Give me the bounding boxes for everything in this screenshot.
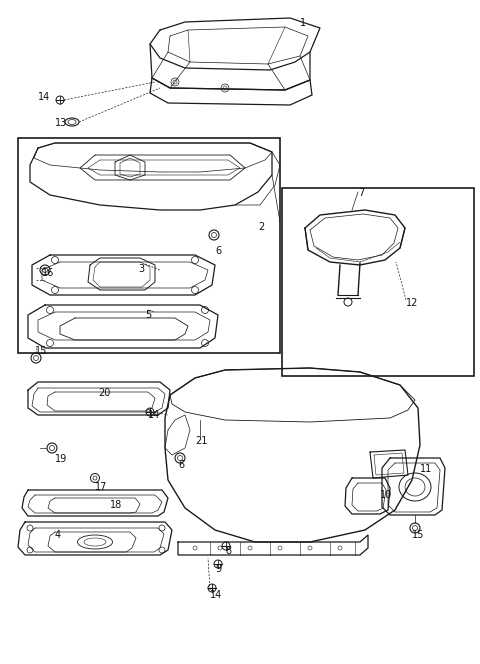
Text: 5: 5 [145,310,151,320]
Text: 11: 11 [420,464,432,474]
Text: 18: 18 [110,500,122,510]
Text: 7: 7 [358,188,364,198]
Text: 8: 8 [225,546,231,556]
Text: 6: 6 [178,460,184,470]
Text: 21: 21 [195,436,207,446]
Text: 20: 20 [98,388,110,398]
Text: 16: 16 [42,268,54,278]
Text: 19: 19 [55,454,67,464]
Text: 13: 13 [55,118,67,128]
Bar [282,188,474,376]
Text: 3: 3 [138,264,144,274]
Text: 10: 10 [380,490,392,500]
Text: 14: 14 [210,590,222,600]
Text: 9: 9 [215,564,221,574]
Text: 2: 2 [258,222,264,232]
Text: 12: 12 [406,298,419,308]
Text: 4: 4 [55,530,61,540]
Text: 1: 1 [300,18,306,28]
Text: 14: 14 [148,410,160,420]
Text: 15: 15 [412,530,424,540]
Text: 14: 14 [38,92,50,102]
Text: 6: 6 [215,246,221,256]
Text: 15: 15 [35,346,48,356]
Bar [18,138,280,353]
Text: 17: 17 [95,482,108,492]
